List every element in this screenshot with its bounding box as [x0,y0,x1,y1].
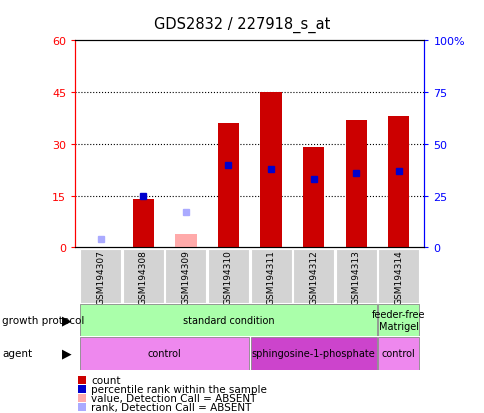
Text: sphingosine-1-phosphate: sphingosine-1-phosphate [251,349,375,358]
Text: agent: agent [2,348,32,358]
Bar [80,250,121,304]
Text: percentile rank within the sample: percentile rank within the sample [91,384,267,394]
Text: rank, Detection Call = ABSENT: rank, Detection Call = ABSENT [91,402,251,412]
Bar [217,124,239,248]
Bar [345,121,366,248]
Text: GSM194310: GSM194310 [224,249,232,304]
Bar [335,250,376,304]
Bar [175,234,196,248]
Text: value, Detection Call = ABSENT: value, Detection Call = ABSENT [91,393,256,403]
Bar [250,250,291,304]
Text: GSM194314: GSM194314 [393,249,403,304]
Text: control: control [381,349,415,358]
Text: growth protocol: growth protocol [2,315,85,325]
Text: GSM194313: GSM194313 [351,249,360,304]
Bar [378,250,418,304]
Bar [260,93,281,248]
Text: GDS2832 / 227918_s_at: GDS2832 / 227918_s_at [154,17,330,33]
Bar [208,250,248,304]
Bar [165,250,206,304]
Text: GSM194312: GSM194312 [308,249,318,304]
Text: ▶: ▶ [62,347,72,360]
Text: GSM194309: GSM194309 [181,249,190,304]
Text: standard condition: standard condition [182,316,274,325]
Bar [378,304,418,337]
Bar [378,337,418,370]
Text: control: control [148,349,181,358]
Bar [250,337,376,370]
Bar [80,337,248,370]
Text: GSM194311: GSM194311 [266,249,275,304]
Bar [387,117,408,248]
Text: GSM194307: GSM194307 [96,249,105,304]
Bar [133,199,153,248]
Bar [80,304,376,337]
Text: GSM194308: GSM194308 [138,249,148,304]
Bar [302,148,324,248]
Text: ▶: ▶ [62,313,72,327]
Text: count: count [91,375,121,385]
Text: feeder-free
Matrigel: feeder-free Matrigel [371,310,424,331]
Bar [293,250,333,304]
Bar [122,250,164,304]
